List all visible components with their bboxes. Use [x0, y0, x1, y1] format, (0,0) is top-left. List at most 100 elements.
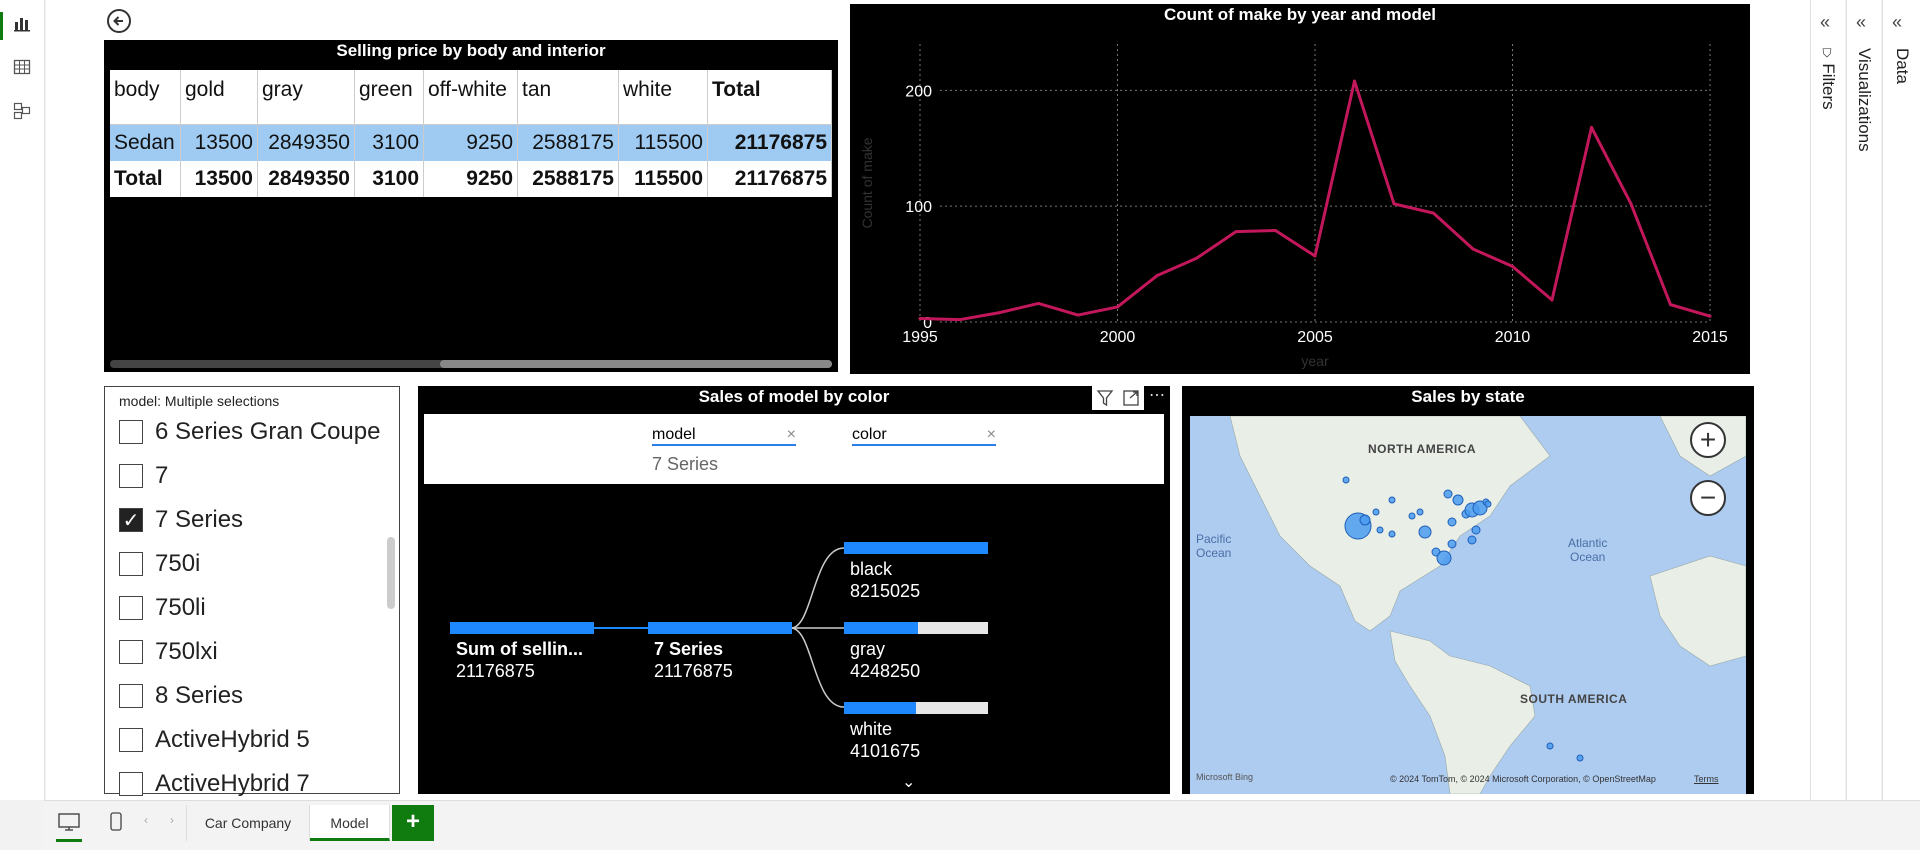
map-visual[interactable]: Sales by state NORTH AMERICA SOUTH AMERI… — [1182, 386, 1754, 794]
focus-mode-icon[interactable] — [1118, 386, 1144, 410]
state-sales-bubble[interactable] — [1471, 525, 1481, 535]
state-sales-bubble[interactable] — [1342, 476, 1350, 484]
table-row[interactable]: Sedan 13500 2849350 3100 9250 2588175 11… — [110, 124, 832, 161]
scroll-right-icon[interactable]: › — [170, 813, 174, 827]
checkbox-checked[interactable]: ✓ — [119, 508, 143, 532]
column-header[interactable]: body — [110, 70, 181, 125]
state-sales-bubble[interactable] — [1388, 496, 1396, 504]
data-point — [1550, 298, 1554, 302]
filters-pane[interactable]: « ⛉ Filters — [1810, 0, 1845, 800]
state-sales-bubble[interactable] — [1408, 512, 1416, 520]
state-sales-bubble[interactable] — [1388, 530, 1396, 538]
slicer-scrollbar[interactable] — [387, 537, 395, 609]
more-options-icon[interactable]: ⋯ — [1144, 386, 1170, 410]
desktop-layout-icon[interactable] — [56, 809, 82, 835]
state-sales-bubble[interactable] — [1443, 489, 1453, 499]
slicer-item[interactable]: ✓ 7 Series — [119, 505, 243, 535]
state-sales-bubble[interactable] — [1447, 539, 1457, 549]
slicer-item[interactable]: 750li — [119, 593, 206, 623]
back-arrow-icon[interactable] — [106, 8, 132, 34]
report-view-icon[interactable] — [12, 14, 32, 34]
slicer-item[interactable]: ActiveHybrid 5 — [119, 725, 310, 755]
tab-model[interactable]: Model — [310, 805, 390, 841]
state-sales-bubble[interactable] — [1576, 754, 1584, 762]
tab-car-company[interactable]: Car Company — [186, 805, 310, 841]
remove-color-icon[interactable]: × — [986, 426, 996, 443]
visualizations-label[interactable]: Visualizations — [1855, 48, 1874, 152]
checkbox[interactable] — [119, 684, 143, 708]
column-header[interactable]: gray — [257, 70, 355, 125]
scrollbar-thumb[interactable] — [440, 360, 832, 368]
state-sales-bubble[interactable] — [1372, 508, 1380, 516]
remove-model-icon[interactable]: × — [786, 426, 796, 443]
state-sales-bubble[interactable] — [1447, 517, 1457, 527]
collapse-data-icon[interactable]: « — [1892, 12, 1903, 32]
checkbox[interactable] — [119, 420, 143, 444]
slicer-item[interactable]: 8 Series — [119, 681, 243, 711]
map-terms-link[interactable]: Terms — [1694, 774, 1719, 784]
column-header[interactable]: tan — [517, 70, 619, 125]
child-node-bar[interactable] — [844, 622, 988, 634]
checkbox[interactable] — [119, 728, 143, 752]
decomp-title: Sales of model by color — [698, 387, 890, 406]
slicer-item-label: 750li — [155, 594, 206, 621]
table-cell: 115500 — [618, 161, 708, 197]
state-sales-bubble[interactable] — [1452, 494, 1464, 506]
line-chart-visual[interactable]: Count of make by year and model 1995 2000… — [850, 4, 1750, 374]
mobile-layout-icon[interactable] — [108, 809, 124, 835]
color-field-pill[interactable]: color × — [852, 426, 996, 446]
data-label[interactable]: Data — [1893, 48, 1912, 84]
state-sales-bubble[interactable] — [1472, 500, 1488, 516]
state-sales-bubble[interactable] — [1484, 500, 1492, 508]
model-slicer[interactable]: model: Multiple selections 6 Series Gran… — [104, 386, 400, 797]
checkbox[interactable] — [119, 552, 143, 576]
filter-icon[interactable] — [1092, 386, 1118, 410]
data-pane[interactable]: « Data — [1882, 0, 1920, 800]
model-view-icon[interactable] — [12, 102, 32, 122]
state-sales-bubble[interactable] — [1416, 508, 1424, 516]
slicer-item[interactable]: 750lxi — [119, 637, 218, 667]
child-node: gray 4248250 — [850, 638, 920, 682]
child-node-bar[interactable] — [844, 702, 988, 714]
model-field-pill[interactable]: model × — [652, 426, 796, 446]
state-sales-bubble[interactable] — [1376, 526, 1384, 534]
column-header[interactable]: Total — [707, 70, 832, 125]
slicer-item[interactable]: 7 — [119, 461, 168, 491]
zoom-out-button[interactable]: − — [1690, 480, 1726, 516]
column-header[interactable]: green — [354, 70, 424, 125]
decomposition-tree-visual[interactable]: Sales of model by color ⋯ model × 7 Seri… — [418, 386, 1170, 794]
add-page-button[interactable]: + — [392, 805, 434, 841]
table-visual[interactable]: Selling price by body and interior body … — [104, 40, 838, 372]
level1-node-bar[interactable] — [648, 622, 792, 634]
scroll-left-icon[interactable]: ‹ — [144, 813, 148, 827]
data-point — [918, 317, 922, 321]
checkbox[interactable] — [119, 596, 143, 620]
collapse-filters-icon[interactable]: « — [1820, 12, 1831, 32]
state-sales-bubble[interactable] — [1546, 742, 1554, 750]
chevron-down-icon[interactable]: ⌄ — [902, 774, 916, 791]
slicer-item[interactable]: 750i — [119, 549, 200, 579]
state-sales-bubble[interactable] — [1436, 550, 1452, 566]
column-header[interactable]: gold — [180, 70, 258, 125]
zoom-in-button[interactable]: + — [1690, 422, 1726, 458]
table-header-row: body gold gray green off-white tan white… — [110, 70, 832, 125]
state-sales-bubble[interactable] — [1467, 535, 1477, 545]
horizontal-scrollbar[interactable] — [110, 360, 832, 368]
slicer-item-label: 750i — [155, 550, 201, 577]
checkbox[interactable] — [119, 772, 143, 796]
root-node-bar[interactable] — [450, 622, 594, 634]
child-node-bar[interactable] — [844, 542, 988, 554]
visualizations-pane[interactable]: « Visualizations — [1846, 0, 1881, 800]
slicer-item[interactable]: ActiveHybrid 7 — [119, 769, 310, 799]
column-header[interactable]: white — [618, 70, 708, 125]
checkbox[interactable] — [119, 640, 143, 664]
column-header[interactable]: off-white — [423, 70, 518, 125]
checkbox[interactable] — [119, 464, 143, 488]
table-view-icon[interactable] — [12, 58, 32, 78]
slicer-item[interactable]: 6 Series Gran Coupe — [119, 417, 380, 447]
state-sales-bubble[interactable] — [1359, 514, 1371, 526]
collapse-visualizations-icon[interactable]: « — [1856, 12, 1867, 32]
filters-pane-label[interactable]: ⛉ Filters — [1818, 48, 1838, 110]
state-sales-bubble[interactable] — [1418, 525, 1432, 539]
map-canvas[interactable]: NORTH AMERICA SOUTH AMERICA Pacific Ocea… — [1190, 416, 1746, 794]
